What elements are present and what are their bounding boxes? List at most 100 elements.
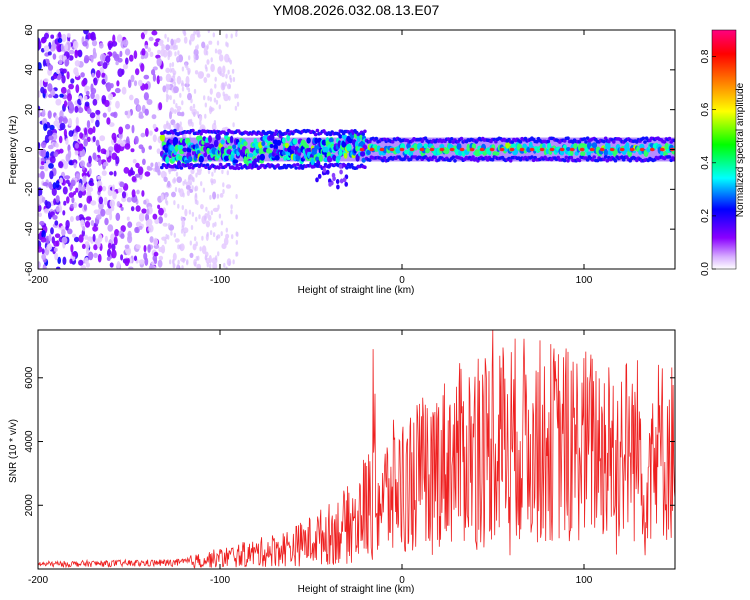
spectrogram-cell <box>193 111 196 117</box>
spectrogram-cell <box>133 255 138 262</box>
spectrogram-cell <box>88 168 92 175</box>
spectrogram-cell <box>276 163 280 167</box>
spectrogram-cell <box>115 100 120 109</box>
spectrogram-cell <box>122 63 129 70</box>
spectrogram-cell <box>235 239 238 245</box>
spectrogram-cell <box>68 118 73 127</box>
spectrogram-cell <box>176 75 182 85</box>
spectrogram-cell <box>335 179 340 184</box>
spectrogram-cell <box>179 166 184 170</box>
spectrogram-cell <box>235 214 238 220</box>
spectrogram-ridge <box>559 147 565 152</box>
spectrogram-cell <box>177 259 180 265</box>
spectrogram-cell <box>141 48 146 56</box>
spectrogram-cell <box>191 211 195 217</box>
spectrogram-cell <box>90 31 96 41</box>
spectrogram-cell <box>107 224 114 232</box>
spectrogram-cell <box>73 236 80 243</box>
spectrogram-ridge <box>549 147 555 152</box>
spectrogram-cell <box>189 162 193 167</box>
spectrogram-cell <box>185 181 191 187</box>
spectrogram-cell <box>79 160 86 168</box>
spectrogram-cell <box>225 73 228 79</box>
spectrogram-cell <box>269 133 275 141</box>
spectrogram-cell <box>210 57 213 63</box>
spectrogram-cell <box>219 71 222 76</box>
spectrogram-cell <box>83 204 88 211</box>
spectrogram-cell <box>147 166 153 171</box>
spectrogram-cell <box>188 209 192 215</box>
spectrogram-cell <box>99 42 104 49</box>
spectrogram-cell <box>222 189 225 194</box>
spectrogram-cell <box>102 62 108 69</box>
spectrogram-cell <box>595 158 600 163</box>
spectrogram-cell <box>390 140 395 144</box>
spectrogram-cell <box>222 65 226 74</box>
spectrogram-ylabel: Frequency (Hz) <box>8 116 19 185</box>
spectrogram-cell <box>232 144 237 150</box>
spectrogram-cell <box>66 196 70 204</box>
spectrogram-cell <box>152 213 158 220</box>
spectrogram-cell <box>197 71 204 79</box>
spectrogram-cell <box>78 190 83 199</box>
spectrogram-ridge <box>509 147 515 152</box>
spectrogram-cell <box>169 259 172 265</box>
spectrogram-cell <box>86 190 92 197</box>
spectrogram-cell <box>173 128 177 133</box>
spectrogram-cell <box>95 70 101 79</box>
spectrogram-cell <box>204 113 207 119</box>
spectrogram-cell <box>95 214 102 220</box>
spectrogram-cell <box>42 59 47 67</box>
spectrogram-cell <box>59 93 64 98</box>
spectrogram-cell <box>331 172 336 178</box>
spectrogram-cell <box>181 225 184 231</box>
spectrogram-cell <box>209 88 213 95</box>
spectrogram-cell <box>160 193 164 202</box>
spectrogram-cell <box>207 95 210 101</box>
spectrogram-cell <box>230 33 233 39</box>
spectrogram-cell <box>165 93 169 99</box>
spectrogram-cell <box>187 119 191 125</box>
spectrogram-cell <box>322 167 327 173</box>
spectrogram-cell <box>73 162 77 169</box>
spectrogram-cell <box>146 99 153 105</box>
spectrogram-cell <box>107 105 112 113</box>
spectrogram-cell <box>220 139 225 145</box>
spectrogram-cell <box>96 239 101 248</box>
spectrogram-cell <box>338 163 343 169</box>
spectrogram-cell <box>121 191 127 199</box>
spectrogram-cell <box>236 231 239 237</box>
spectrogram-cell <box>138 259 145 265</box>
spectrogram-cell <box>81 243 86 249</box>
spectrogram-cell <box>70 78 75 84</box>
spectrogram-cell <box>48 233 52 242</box>
colorbar-gradient <box>711 29 737 270</box>
spectrogram-cell <box>217 49 223 55</box>
spectrogram-cell <box>217 204 220 210</box>
spectrogram-cell <box>104 99 110 108</box>
spectrogram-cell <box>189 252 194 258</box>
spectrogram-cell <box>135 68 140 76</box>
spectrogram-cell <box>123 167 130 174</box>
spectrogram-cell <box>165 234 168 239</box>
spectrogram-cell <box>50 227 54 235</box>
spectrogram-ridge <box>499 147 505 152</box>
spectrogram-cell <box>269 144 274 148</box>
spectrogram-cell <box>92 135 96 143</box>
spectrogram-cell <box>433 155 438 160</box>
spectrogram-cell <box>214 83 217 89</box>
spectrogram-cell <box>184 133 187 139</box>
spectrogram-cell <box>204 102 207 108</box>
spectrogram-cell <box>227 69 230 75</box>
spectrogram-cell <box>140 132 146 138</box>
spectrogram-cell <box>104 235 108 243</box>
spectrogram-cell <box>89 182 95 187</box>
spectrogram-cell <box>92 225 98 232</box>
spectrogram-cell <box>332 154 337 160</box>
spectrogram-cell <box>179 244 182 250</box>
spectrogram-cell <box>140 63 145 72</box>
spectrogram-cell <box>204 255 208 261</box>
spectrogram-cell <box>243 141 248 147</box>
spectrogram-cell <box>361 132 366 136</box>
spectrogram-cell <box>130 148 135 153</box>
